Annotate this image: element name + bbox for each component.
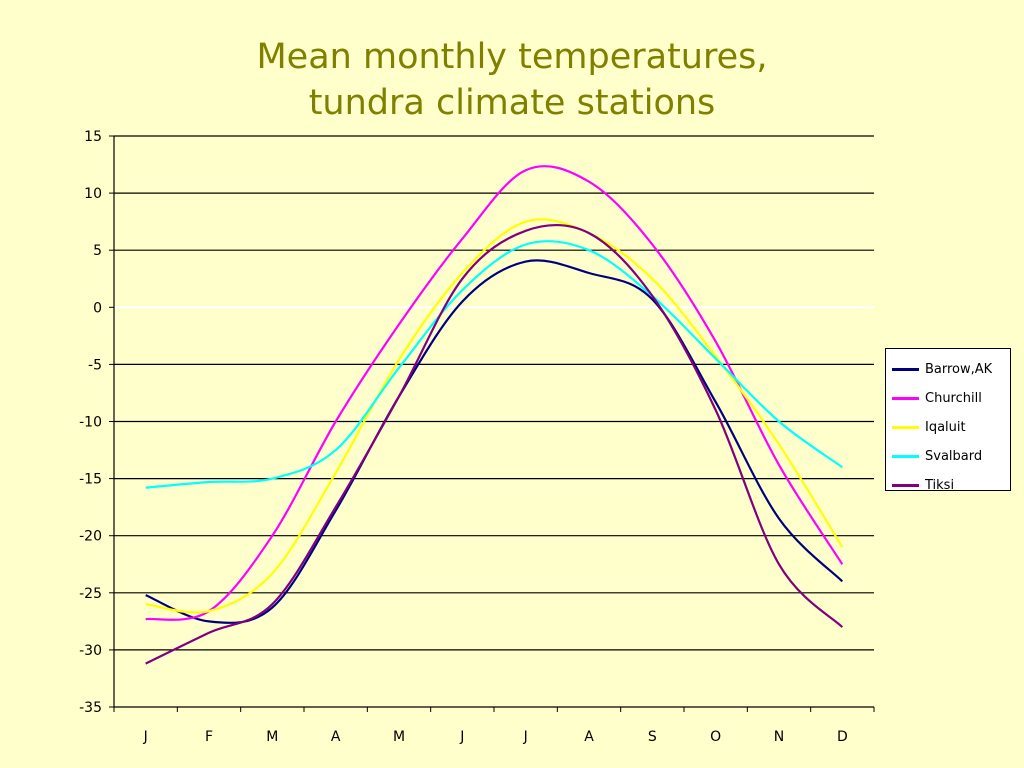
x-tick-label: F [205, 729, 213, 745]
series-line-barrow-ak [145, 259, 844, 624]
legend-item: Barrow,AK [892, 355, 1010, 384]
chart-legend: Barrow,AK Churchill Iqaluit Svalbard Tiksi [885, 348, 1011, 493]
x-tick-label: J [143, 729, 148, 745]
legend-swatch [892, 426, 919, 429]
x-tick-label: M [266, 729, 278, 745]
legend-item: Churchill [892, 384, 1010, 413]
legend-item: Iqaluit [892, 413, 1010, 442]
legend-swatch [892, 397, 919, 400]
series-line-iqaluit [145, 218, 844, 614]
x-tick-label: D [837, 729, 848, 745]
y-tick-label: -30 [79, 643, 102, 659]
x-tick-label: J [523, 729, 528, 745]
legend-item: Svalbard [892, 442, 1010, 471]
x-tick-label: M [393, 729, 405, 745]
legend-label: Svalbard [925, 449, 983, 464]
y-tick-label: -20 [79, 529, 102, 545]
x-tick-label: N [774, 729, 784, 745]
y-tick-label: -5 [88, 357, 102, 373]
legend-label: Iqaluit [925, 420, 966, 435]
y-tick-label: -15 [79, 472, 102, 488]
legend-label: Barrow,AK [925, 362, 993, 377]
legend-swatch [892, 368, 919, 371]
x-tick-label: S [648, 729, 657, 745]
y-tick-label: -35 [79, 700, 102, 716]
legend-swatch [892, 455, 919, 458]
legend-swatch [892, 484, 919, 487]
chart-title-line-2: tundra climate stations [308, 83, 716, 123]
chart-title: Mean monthly temperatures, tundra climat… [0, 34, 1024, 126]
chart-title-line-1: Mean monthly temperatures, [256, 37, 768, 77]
x-tick-label: A [584, 729, 594, 745]
x-tick-label: A [331, 729, 341, 745]
legend-label: Tiksi [925, 478, 955, 493]
legend-label: Churchill [925, 391, 982, 406]
series-line-tiksi [145, 223, 844, 665]
y-tick-label: 10 [84, 186, 102, 202]
x-tick-label: J [459, 729, 464, 745]
series-line-svalbard [145, 239, 843, 489]
y-tick-label: 15 [84, 129, 102, 145]
y-tick-label: -25 [79, 586, 102, 602]
x-tick-label: O [710, 729, 721, 745]
y-tick-label: 0 [93, 300, 102, 316]
series-line-churchill [145, 165, 844, 621]
y-tick-label: -10 [79, 415, 102, 431]
legend-item: Tiksi [892, 471, 1010, 500]
y-tick-label: 5 [93, 243, 102, 259]
